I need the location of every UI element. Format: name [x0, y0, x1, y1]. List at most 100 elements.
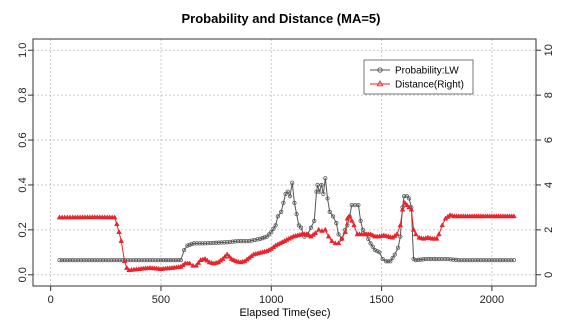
distance-point: [123, 264, 130, 270]
probability-point: [380, 256, 385, 262]
distance-point: [399, 206, 406, 212]
distance-point: [511, 213, 517, 219]
probability-point: [128, 258, 133, 263]
probability-point: [109, 258, 114, 263]
probability-point: [404, 194, 410, 199]
probability-point: [321, 191, 326, 197]
probability-point: [269, 230, 274, 235]
distance-point: [226, 253, 233, 259]
probability-point: [111, 258, 117, 263]
probability-point: [275, 214, 280, 219]
probability-point: [287, 194, 293, 199]
probability-point: [428, 256, 434, 262]
probability-point: [372, 247, 378, 253]
probability-point: [281, 200, 286, 206]
axes: 0 500 1000 1500 2000 0.0 0.2 0.4 0.6 0.8 1.0 0 2 4 6 8 1…: [17, 43, 555, 306]
y-tick-label: 1.0: [17, 43, 29, 58]
distance-point: [346, 213, 353, 219]
probability-point: [396, 245, 401, 250]
distance-point: [325, 233, 332, 239]
probability-point: [323, 176, 328, 181]
probability-point: [506, 258, 511, 263]
distance-point: [349, 217, 355, 223]
legend-box: [363, 59, 474, 95]
y2-tick-label: 8: [543, 92, 555, 98]
probability-point: [453, 257, 459, 262]
probability-point: [147, 258, 153, 263]
probability-point: [451, 257, 456, 262]
distance-point: [329, 237, 335, 243]
distance-point: [312, 230, 319, 236]
probability-point: [178, 258, 183, 263]
probability-point: [73, 258, 78, 263]
probability-point: [208, 240, 213, 246]
probability-point: [131, 258, 136, 263]
probability-point: [205, 241, 210, 246]
probability-point: [227, 239, 232, 245]
probability-point: [87, 258, 92, 263]
legend-label: Distance(Right): [395, 80, 464, 91]
probability-point: [325, 196, 330, 201]
probability-point: [244, 238, 249, 244]
distance-point: [397, 222, 404, 228]
probability-point: [368, 241, 373, 246]
probability-point: [222, 240, 227, 245]
probability-point: [264, 234, 269, 239]
probability-point: [330, 214, 336, 219]
probability-point: [161, 258, 166, 263]
probability-point: [156, 258, 161, 263]
x-tick-label: 1500: [369, 294, 393, 306]
probability-point: [98, 258, 103, 263]
distance-point: [436, 231, 442, 237]
plot-series: [56, 176, 517, 273]
probability-point: [327, 209, 332, 214]
probability-point: [426, 256, 431, 262]
distance-point: [190, 262, 196, 268]
probability-point: [398, 234, 403, 239]
probability-point: [456, 258, 461, 263]
probability-point: [509, 258, 514, 263]
probability-point: [345, 223, 350, 228]
probability-point: [484, 258, 489, 263]
distance-point: [412, 231, 419, 237]
probability-point: [473, 258, 478, 263]
distance-point: [315, 226, 322, 232]
probability-point: [392, 252, 397, 257]
probability-point: [298, 225, 304, 230]
probability-point: [67, 258, 73, 263]
y-tick-label: 0.0: [17, 267, 29, 282]
probability-point: [230, 239, 235, 244]
probability-point: [225, 240, 230, 245]
probability-point: [375, 249, 380, 254]
probability-point: [145, 258, 150, 263]
probability-point: [202, 241, 208, 246]
probability-point: [366, 236, 371, 241]
probability-point: [470, 258, 475, 263]
probability-point: [153, 258, 158, 263]
probability-point: [283, 191, 288, 197]
y2-tick-label: 4: [543, 182, 555, 188]
probability-point: [459, 258, 464, 263]
probability-point: [89, 258, 95, 263]
probability-point: [197, 241, 202, 246]
probability-point: [158, 258, 164, 263]
y-tick-label: 0.4: [17, 177, 29, 192]
probability-point: [249, 238, 255, 243]
distance-point: [186, 260, 193, 266]
probability-point: [503, 258, 508, 263]
probability-point: [168, 258, 173, 263]
probability-point: [219, 240, 224, 245]
legend-triangle-marker: [376, 80, 384, 87]
probability-point: [285, 189, 290, 194]
distance-point: [121, 258, 128, 264]
probability-point: [296, 223, 301, 228]
probability-point: [377, 250, 382, 255]
probability-point: [386, 259, 391, 264]
probability-point: [315, 182, 320, 188]
x-tick-label: 500: [152, 294, 170, 306]
probability-point: [401, 194, 407, 199]
x-tick-label: 1000: [259, 294, 283, 306]
probability-point: [319, 182, 324, 188]
probability-point: [200, 241, 205, 246]
distance-point: [332, 240, 339, 246]
